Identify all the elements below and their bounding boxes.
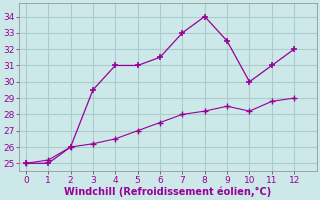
X-axis label: Windchill (Refroidissement éolien,°C): Windchill (Refroidissement éolien,°C) [64, 186, 271, 197]
